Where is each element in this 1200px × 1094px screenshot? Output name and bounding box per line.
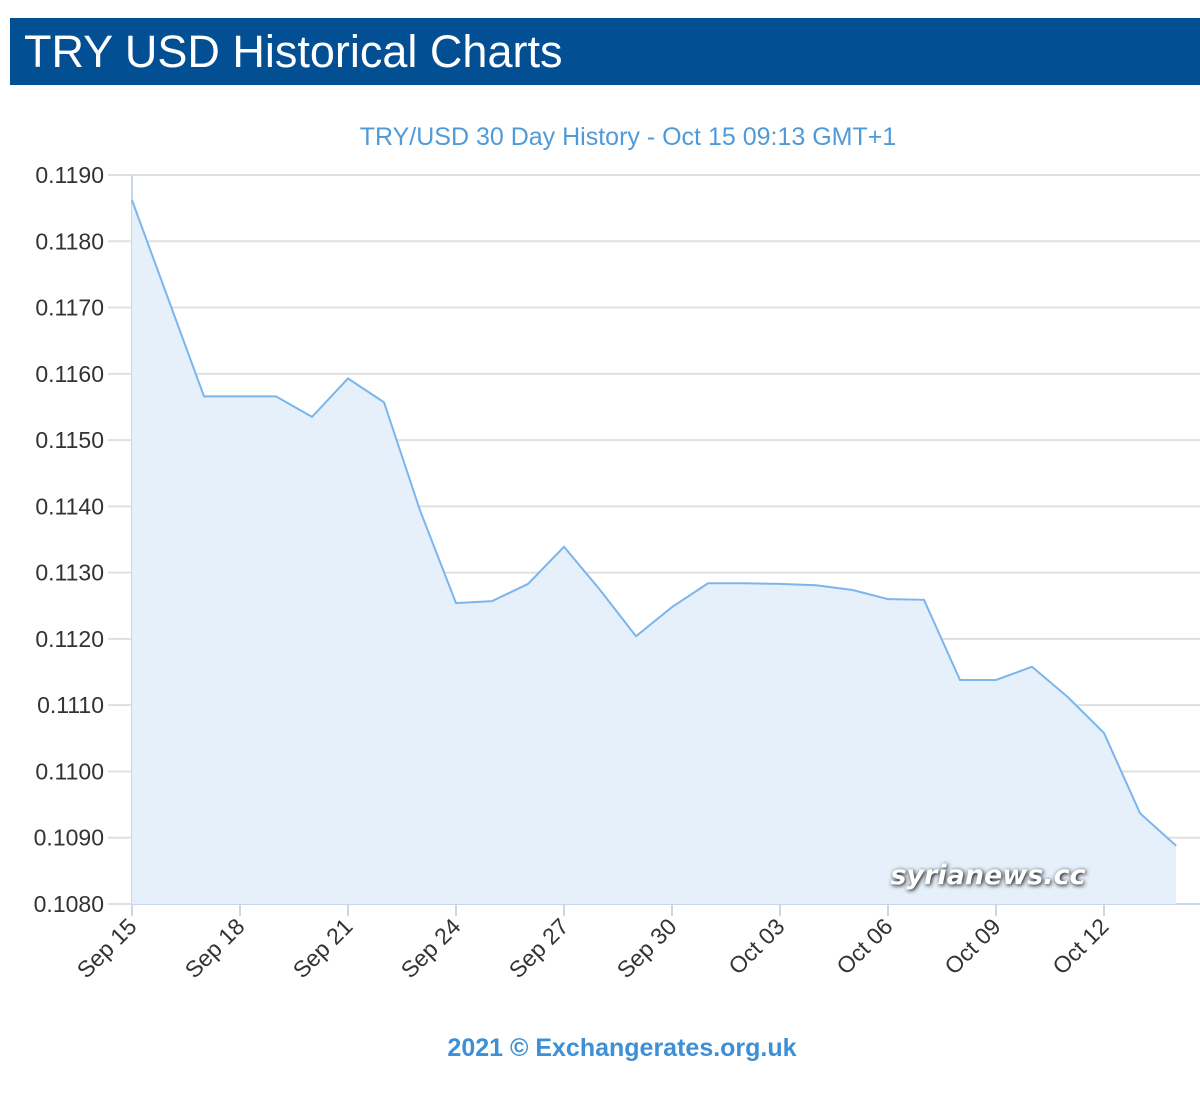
data-point bbox=[491, 600, 493, 602]
x-tick-label: Sep 18 bbox=[180, 913, 250, 983]
watermark: syrianews.cc bbox=[890, 860, 1085, 891]
x-tick-label: Sep 21 bbox=[288, 913, 358, 983]
data-point bbox=[599, 589, 601, 591]
data-point bbox=[131, 199, 133, 201]
x-tick-label: Oct 12 bbox=[1047, 913, 1113, 979]
data-point bbox=[851, 589, 853, 591]
data-point bbox=[419, 509, 421, 511]
data-point bbox=[203, 395, 205, 397]
x-tick-label: Sep 30 bbox=[612, 913, 682, 983]
y-tick-label: 0.1120 bbox=[35, 626, 104, 652]
y-tick-label: 0.1110 bbox=[37, 692, 104, 718]
data-point bbox=[563, 546, 565, 548]
y-tick-label: 0.1150 bbox=[35, 427, 104, 453]
data-point bbox=[383, 401, 385, 403]
data-point bbox=[455, 602, 457, 604]
data-point bbox=[635, 635, 637, 637]
data-point bbox=[959, 679, 961, 681]
data-point bbox=[707, 582, 709, 584]
area-fill bbox=[132, 200, 1176, 904]
x-tick-label: Oct 06 bbox=[831, 913, 897, 979]
data-point bbox=[995, 679, 997, 681]
x-tick-label: Sep 24 bbox=[396, 913, 466, 983]
x-tick-label: Oct 09 bbox=[939, 913, 1005, 979]
data-point bbox=[1067, 696, 1069, 698]
data-point bbox=[311, 416, 313, 418]
chart-title: TRY/USD 30 Day History - Oct 15 09:13 GM… bbox=[360, 123, 897, 151]
data-point bbox=[527, 583, 529, 585]
data-point bbox=[743, 582, 745, 584]
data-point bbox=[1139, 812, 1141, 814]
y-tick-label: 0.1160 bbox=[35, 361, 104, 387]
y-tick-label: 0.1080 bbox=[34, 891, 104, 917]
y-tick-label: 0.1180 bbox=[35, 228, 104, 254]
credit-link[interactable]: 2021 © Exchangerates.org.uk bbox=[447, 1034, 796, 1062]
y-tick-label: 0.1090 bbox=[34, 825, 104, 851]
data-point bbox=[815, 584, 817, 586]
page-title: TRY USD Historical Charts bbox=[24, 26, 563, 77]
y-tick-label: 0.1170 bbox=[35, 295, 104, 321]
data-point bbox=[1175, 845, 1177, 847]
page-header: TRY USD Historical Charts bbox=[10, 18, 1200, 85]
data-point bbox=[1031, 666, 1033, 668]
y-tick-label: 0.1140 bbox=[35, 493, 104, 519]
data-point bbox=[671, 606, 673, 608]
y-tick-label: 0.1130 bbox=[35, 560, 104, 586]
x-tick-label: Sep 27 bbox=[504, 913, 574, 983]
data-point bbox=[923, 599, 925, 601]
data-point bbox=[1103, 732, 1105, 734]
data-point bbox=[347, 377, 349, 379]
x-tick-label: Sep 15 bbox=[72, 913, 142, 983]
data-point bbox=[779, 583, 781, 585]
y-tick-label: 0.1190 bbox=[35, 162, 104, 188]
data-point bbox=[887, 598, 889, 600]
data-point bbox=[239, 395, 241, 397]
x-tick-label: Oct 03 bbox=[723, 913, 789, 979]
y-tick-label: 0.1100 bbox=[35, 758, 104, 784]
data-point bbox=[167, 297, 169, 299]
data-point bbox=[275, 395, 277, 397]
series-line bbox=[131, 199, 1177, 847]
